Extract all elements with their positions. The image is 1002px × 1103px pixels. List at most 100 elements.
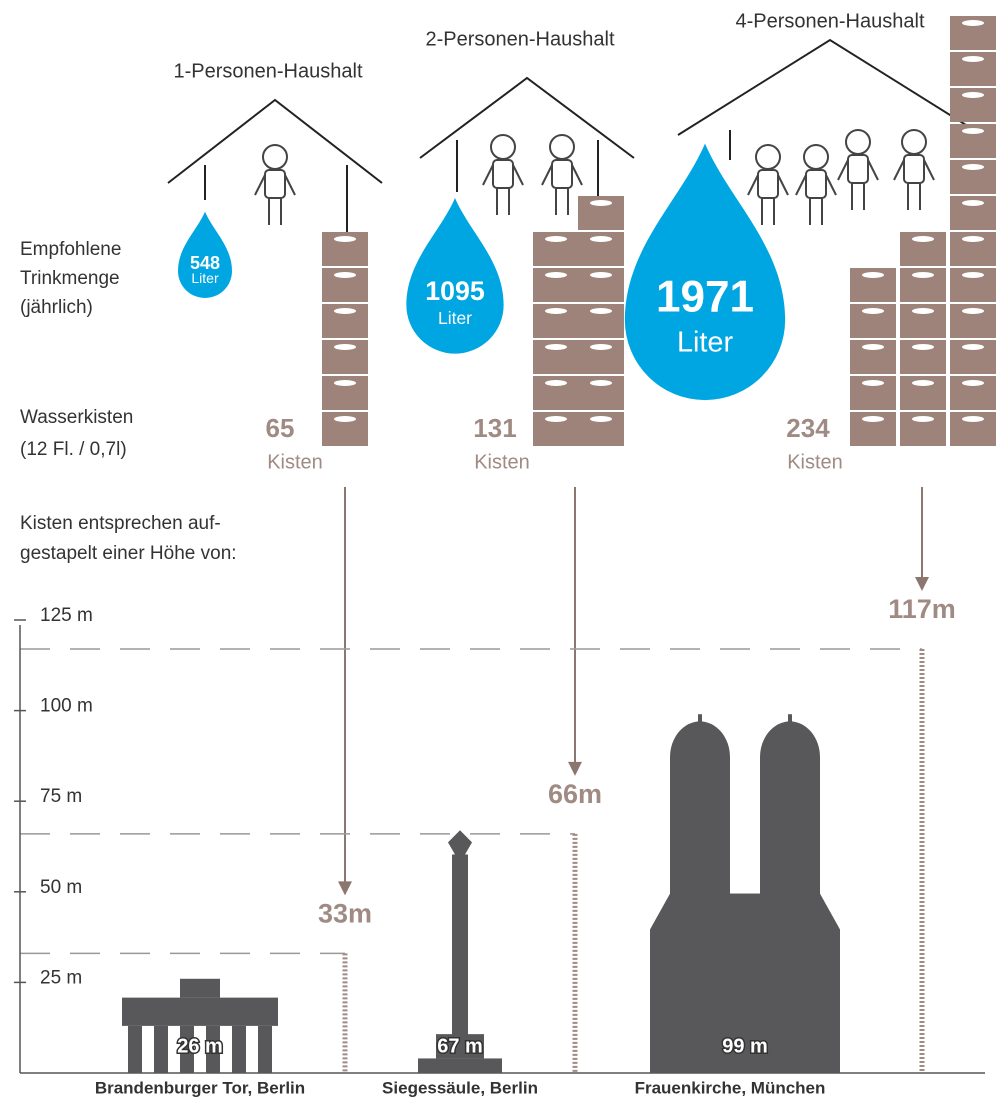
crate-unit: Kisten — [787, 451, 843, 473]
crate-handle — [590, 380, 612, 386]
crate-handle — [545, 236, 567, 242]
head — [804, 145, 828, 169]
part — [128, 1026, 142, 1073]
roof — [420, 78, 634, 158]
row-label: Empfohlene — [20, 239, 121, 260]
crate-handle — [862, 344, 884, 350]
crate-handle — [590, 272, 612, 278]
crate-handle — [545, 380, 567, 386]
x-tick-label: Siegessäule, Berlin — [382, 1078, 538, 1097]
crate-handle — [962, 128, 984, 134]
head — [491, 135, 515, 159]
crate-handle — [912, 236, 934, 242]
part — [232, 1026, 246, 1073]
arrow-head — [338, 881, 352, 895]
crate-handle — [334, 344, 356, 350]
crate-handle — [962, 272, 984, 278]
crate-count: 131 — [473, 413, 516, 443]
crate-handle — [862, 272, 884, 278]
part — [788, 714, 792, 732]
crate-handle — [590, 236, 612, 242]
head — [550, 135, 574, 159]
part — [180, 979, 220, 998]
crate-handle — [334, 380, 356, 386]
crate-handle — [962, 308, 984, 314]
arrow-head — [915, 577, 929, 591]
x-tick-label: Brandenburger Tor, Berlin — [95, 1078, 305, 1097]
row-label: (12 Fl. / 0,7l) — [20, 439, 127, 460]
infographic: EmpfohleneTrinkmenge(jährlich)Wasserkist… — [0, 0, 1002, 1103]
head — [263, 145, 287, 169]
crate-handle — [912, 272, 934, 278]
part — [448, 830, 472, 854]
crate-handle — [545, 308, 567, 314]
row-label: Wasserkisten — [20, 407, 133, 428]
crate-handle — [590, 308, 612, 314]
crate-count: 65 — [266, 413, 295, 443]
crate-handle — [962, 416, 984, 422]
part — [418, 1058, 502, 1073]
row-label: Kisten entsprechen auf- — [20, 513, 221, 534]
y-tick-label: 100 m — [40, 696, 93, 717]
head — [846, 130, 870, 154]
crate-handle — [912, 344, 934, 350]
crate-handle — [334, 272, 356, 278]
crate-handle — [334, 308, 356, 314]
crate-handle — [590, 200, 612, 206]
body — [552, 160, 572, 188]
y-tick-label: 50 m — [40, 877, 82, 898]
liters-value: 1095 — [425, 276, 485, 306]
crate-handle — [545, 416, 567, 422]
crate-unit: Kisten — [267, 451, 323, 473]
crate-handle — [962, 380, 984, 386]
crate-handle — [590, 416, 612, 422]
liters-unit: Liter — [438, 308, 472, 328]
height-label: 117m — [888, 594, 956, 624]
crate-handle — [590, 344, 612, 350]
y-tick-label: 25 m — [40, 967, 82, 988]
head — [902, 130, 926, 154]
part — [154, 1026, 168, 1073]
part — [258, 1026, 272, 1073]
part — [122, 998, 278, 1026]
roof — [678, 40, 982, 135]
crate-handle — [545, 272, 567, 278]
person — [796, 145, 836, 225]
height-label: 33m — [318, 899, 372, 929]
person — [483, 135, 523, 215]
crate-count: 234 — [786, 413, 830, 443]
head — [756, 145, 780, 169]
x-tick-label: Frauenkirche, München — [635, 1078, 826, 1097]
body — [758, 170, 778, 198]
person — [542, 135, 582, 215]
crate-handle — [912, 416, 934, 422]
crate-handle — [334, 416, 356, 422]
liters-unit: Liter — [191, 270, 219, 286]
body — [848, 155, 868, 183]
crate-unit: Kisten — [474, 451, 530, 473]
height-label: 66m — [548, 779, 602, 809]
liters-unit: Liter — [677, 327, 734, 359]
landmark — [650, 714, 840, 1073]
crate-handle — [334, 236, 356, 242]
crate-handle — [912, 308, 934, 314]
crate-handle — [962, 164, 984, 170]
crate-handle — [912, 380, 934, 386]
body — [493, 160, 513, 188]
crate-handle — [962, 236, 984, 242]
value-label: 67 m — [437, 1035, 483, 1057]
body — [265, 170, 285, 198]
row-label: (jährlich) — [20, 297, 93, 318]
crate-handle — [962, 92, 984, 98]
body — [904, 155, 924, 183]
y-tick-label: 125 m — [40, 605, 93, 626]
part — [698, 714, 702, 732]
crate-handle — [862, 308, 884, 314]
crate-handle — [962, 344, 984, 350]
body — [806, 170, 826, 198]
person — [748, 145, 788, 225]
household-title: 2-Personen-Haushalt — [426, 28, 615, 50]
row-label: gestapelt einer Höhe von: — [20, 543, 237, 564]
arrow-head — [568, 762, 582, 776]
crate-handle — [962, 56, 984, 62]
